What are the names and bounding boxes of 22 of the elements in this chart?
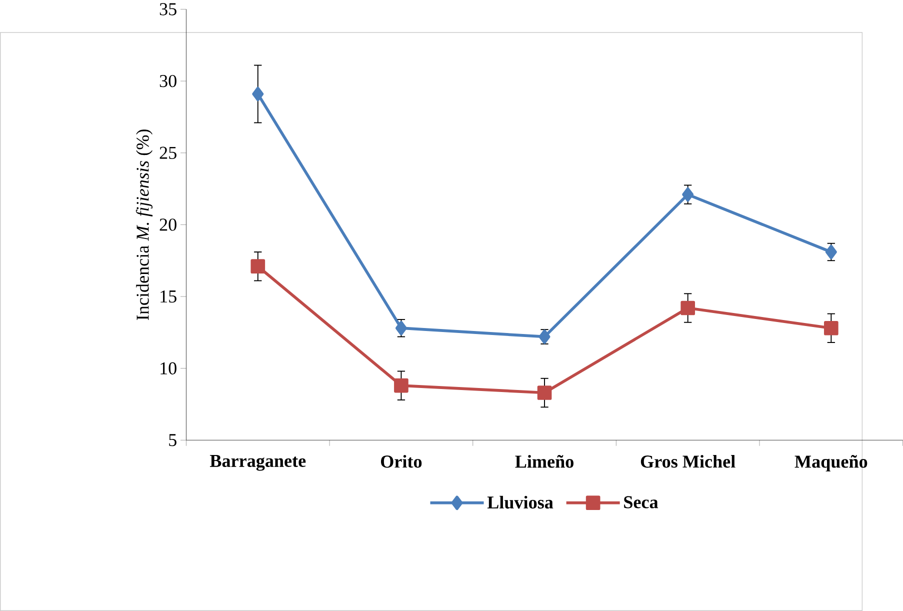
x-tick-label: Maqueño [794, 454, 868, 472]
y-tick-label: 5 [169, 434, 176, 446]
y-tick-label: 30 [160, 74, 176, 88]
y-axis-title: Incidencia M. fijiensis (%) [136, 130, 153, 320]
y-tick-label: 10 [160, 362, 176, 374]
y-tick-label: 15 [160, 290, 176, 303]
y-tick-label: 35 [160, 3, 176, 16]
y-tick-label: 20 [160, 218, 176, 231]
x-tick-label: Gros Michel [640, 454, 736, 468]
point [682, 187, 694, 202]
point [824, 320, 838, 336]
point [252, 86, 264, 102]
point [250, 259, 266, 274]
x-tick-label: Limeño [515, 454, 574, 468]
point [394, 378, 408, 393]
x-tick-label: Barraganete [210, 454, 306, 471]
point [537, 386, 552, 400]
legend-label: Seca [624, 496, 658, 508]
legend-label: Lluviosa [487, 496, 554, 509]
point [680, 300, 696, 316]
x-tick-label: Orito [380, 454, 422, 468]
y-tick-label: 25 [160, 146, 176, 159]
